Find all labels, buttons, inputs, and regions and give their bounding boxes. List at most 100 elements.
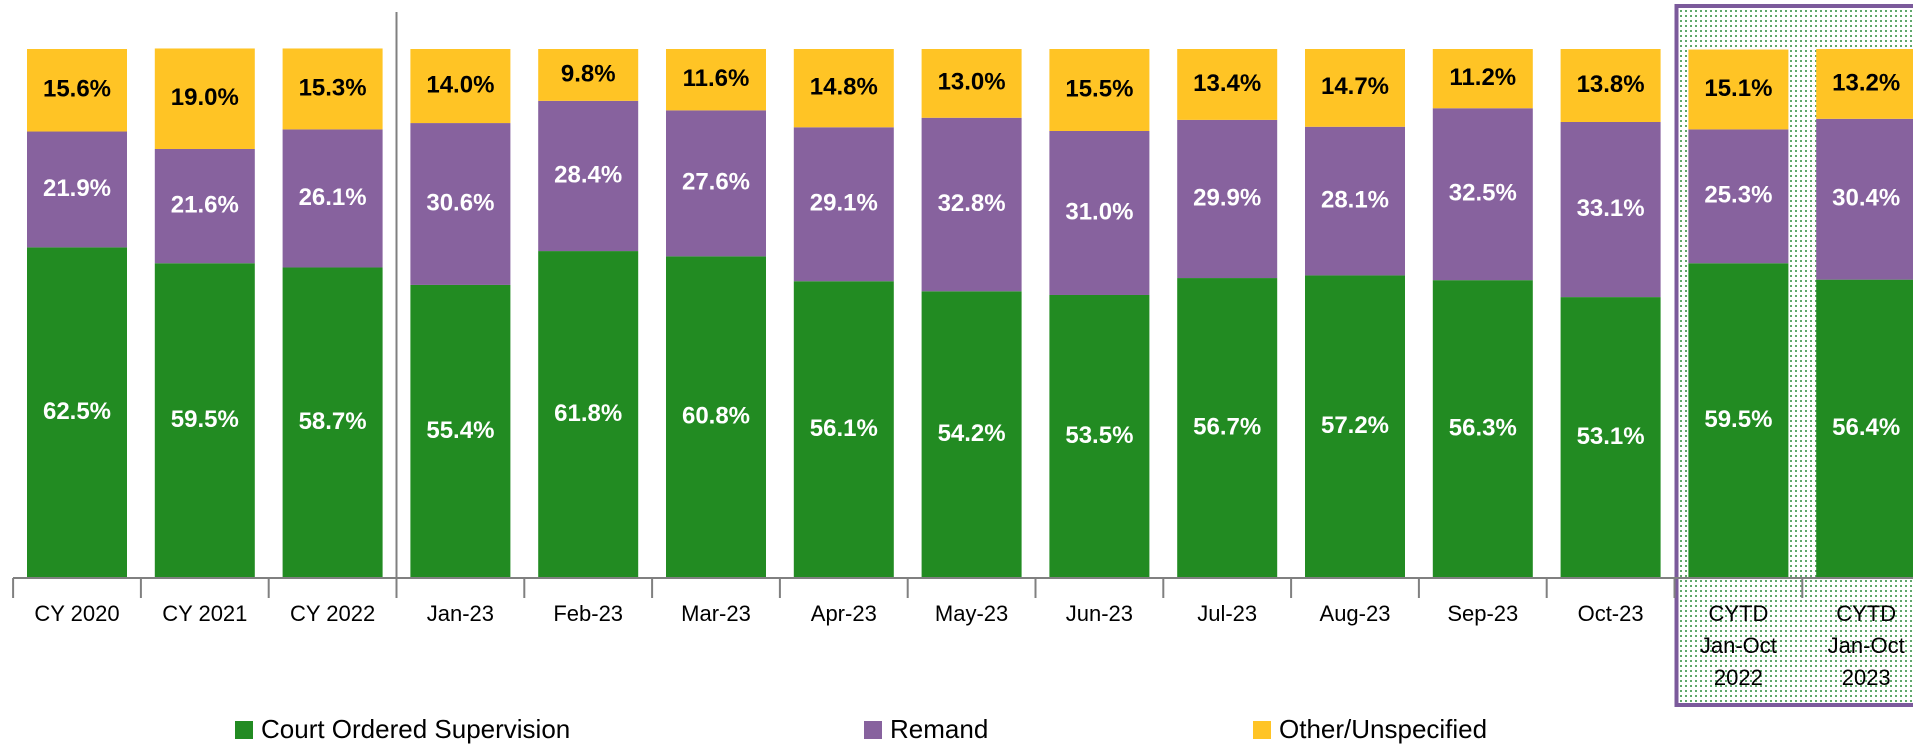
x-tick-label: Jul-23 <box>1197 601 1257 626</box>
x-tick-label: CY 2020 <box>34 601 119 626</box>
value-label: 53.1% <box>1577 423 1645 450</box>
bar-segment <box>538 100 639 252</box>
bar-segment <box>410 123 511 285</box>
x-tick-label: Jan-23 <box>427 601 494 626</box>
bar-segment <box>793 127 894 282</box>
value-label: 11.2% <box>1449 64 1516 91</box>
bar-segment <box>921 49 1022 118</box>
legend-label: Court Ordered Supervision <box>261 714 570 744</box>
value-label: 53.5% <box>1065 422 1133 449</box>
value-label: 61.8% <box>554 400 622 427</box>
value-label: 30.4% <box>1832 185 1900 212</box>
value-label: 21.6% <box>171 191 239 218</box>
value-label: 56.3% <box>1449 414 1517 441</box>
value-label: 21.9% <box>43 175 111 202</box>
value-label: 29.9% <box>1193 184 1261 211</box>
x-tick-label: Apr-23 <box>811 601 877 626</box>
value-label: 13.2% <box>1832 69 1900 96</box>
value-label: 13.0% <box>938 69 1006 96</box>
bar-segment <box>410 49 511 124</box>
bar-segment <box>1688 263 1789 578</box>
value-label: 31.0% <box>1065 198 1133 225</box>
value-label: 13.8% <box>1577 71 1645 98</box>
value-label: 55.4% <box>426 417 494 444</box>
x-tick-label: CY 2022 <box>290 601 375 626</box>
value-label: 56.4% <box>1832 414 1900 441</box>
value-label: 15.5% <box>1065 75 1133 102</box>
value-label: 11.6% <box>683 65 750 92</box>
legend-swatch <box>235 721 253 739</box>
bar-segment <box>666 110 766 257</box>
bar-segment <box>921 291 1022 578</box>
bar-segment <box>666 49 766 111</box>
bar-segment <box>1432 49 1533 109</box>
bar-segment <box>1049 294 1150 578</box>
bar-segment <box>1177 119 1278 279</box>
value-label: 59.5% <box>1704 406 1772 433</box>
bar-segment <box>282 129 383 268</box>
value-label: 62.5% <box>43 398 111 425</box>
value-label: 25.3% <box>1704 182 1772 209</box>
value-label: 27.6% <box>682 169 750 196</box>
bar-segment <box>27 131 127 248</box>
bar-segment <box>1305 126 1405 276</box>
value-label: 19.0% <box>171 84 239 111</box>
value-label: 13.4% <box>1193 70 1261 97</box>
bar-segment <box>27 247 127 578</box>
value-label: 28.1% <box>1321 186 1389 213</box>
legend-swatch <box>864 721 882 739</box>
bar-segment <box>282 48 383 130</box>
value-label: 9.8% <box>561 60 616 87</box>
bar-segment <box>154 48 255 149</box>
value-label: 57.2% <box>1321 412 1389 439</box>
bar-segment <box>1177 49 1278 120</box>
bar-segment <box>154 148 255 264</box>
bar-segment <box>1560 49 1661 123</box>
bar-segment <box>538 49 639 101</box>
bar-segment <box>27 49 127 132</box>
bar-segment <box>1816 118 1913 280</box>
bar-segment <box>1305 49 1405 127</box>
x-tick-label: Mar-23 <box>681 601 751 626</box>
x-tick-label: May-23 <box>935 601 1008 626</box>
bar-segment <box>1688 49 1789 130</box>
value-label: 56.7% <box>1193 413 1261 440</box>
bar-segment <box>666 256 766 578</box>
bar-segment <box>793 281 894 578</box>
bar-segment <box>1049 49 1150 131</box>
bar-segment <box>410 284 511 578</box>
bar-segment <box>282 267 383 578</box>
bar-segment <box>1305 275 1405 578</box>
x-tick-label: Sep-23 <box>1447 601 1518 626</box>
value-label: 32.8% <box>938 190 1006 217</box>
bar-segment <box>1560 122 1661 298</box>
value-label: 58.7% <box>299 408 367 435</box>
bar-segment <box>538 251 639 578</box>
value-label: 14.7% <box>1321 73 1389 100</box>
value-label: 56.1% <box>810 415 878 442</box>
bar-segment <box>1177 278 1278 578</box>
x-tick-label: Aug-23 <box>1320 601 1391 626</box>
value-label: 14.0% <box>426 71 494 98</box>
value-label: 15.3% <box>299 74 367 101</box>
bar-segment <box>793 49 894 128</box>
x-tick-label: Jun-23 <box>1066 601 1133 626</box>
value-label: 29.1% <box>810 190 878 217</box>
bar-segment <box>1432 108 1533 281</box>
value-label: 15.6% <box>43 76 111 103</box>
value-label: 15.1% <box>1704 75 1772 102</box>
x-tick-label: CYTD Jan-Oct 2022 <box>1700 601 1777 690</box>
bar-segment <box>1049 130 1150 295</box>
bar-segment <box>1688 129 1789 264</box>
value-label: 30.6% <box>426 189 494 216</box>
value-label: 33.1% <box>1577 195 1645 222</box>
value-label: 32.5% <box>1449 180 1517 207</box>
legend-label: Other/Unspecified <box>1279 714 1487 744</box>
bar-segment <box>1816 49 1913 119</box>
bar-segment <box>1560 297 1661 578</box>
x-tick-label: Feb-23 <box>553 601 623 626</box>
value-label: 60.8% <box>682 403 750 430</box>
bar-segment <box>1432 280 1533 578</box>
value-label: 26.1% <box>299 184 367 211</box>
